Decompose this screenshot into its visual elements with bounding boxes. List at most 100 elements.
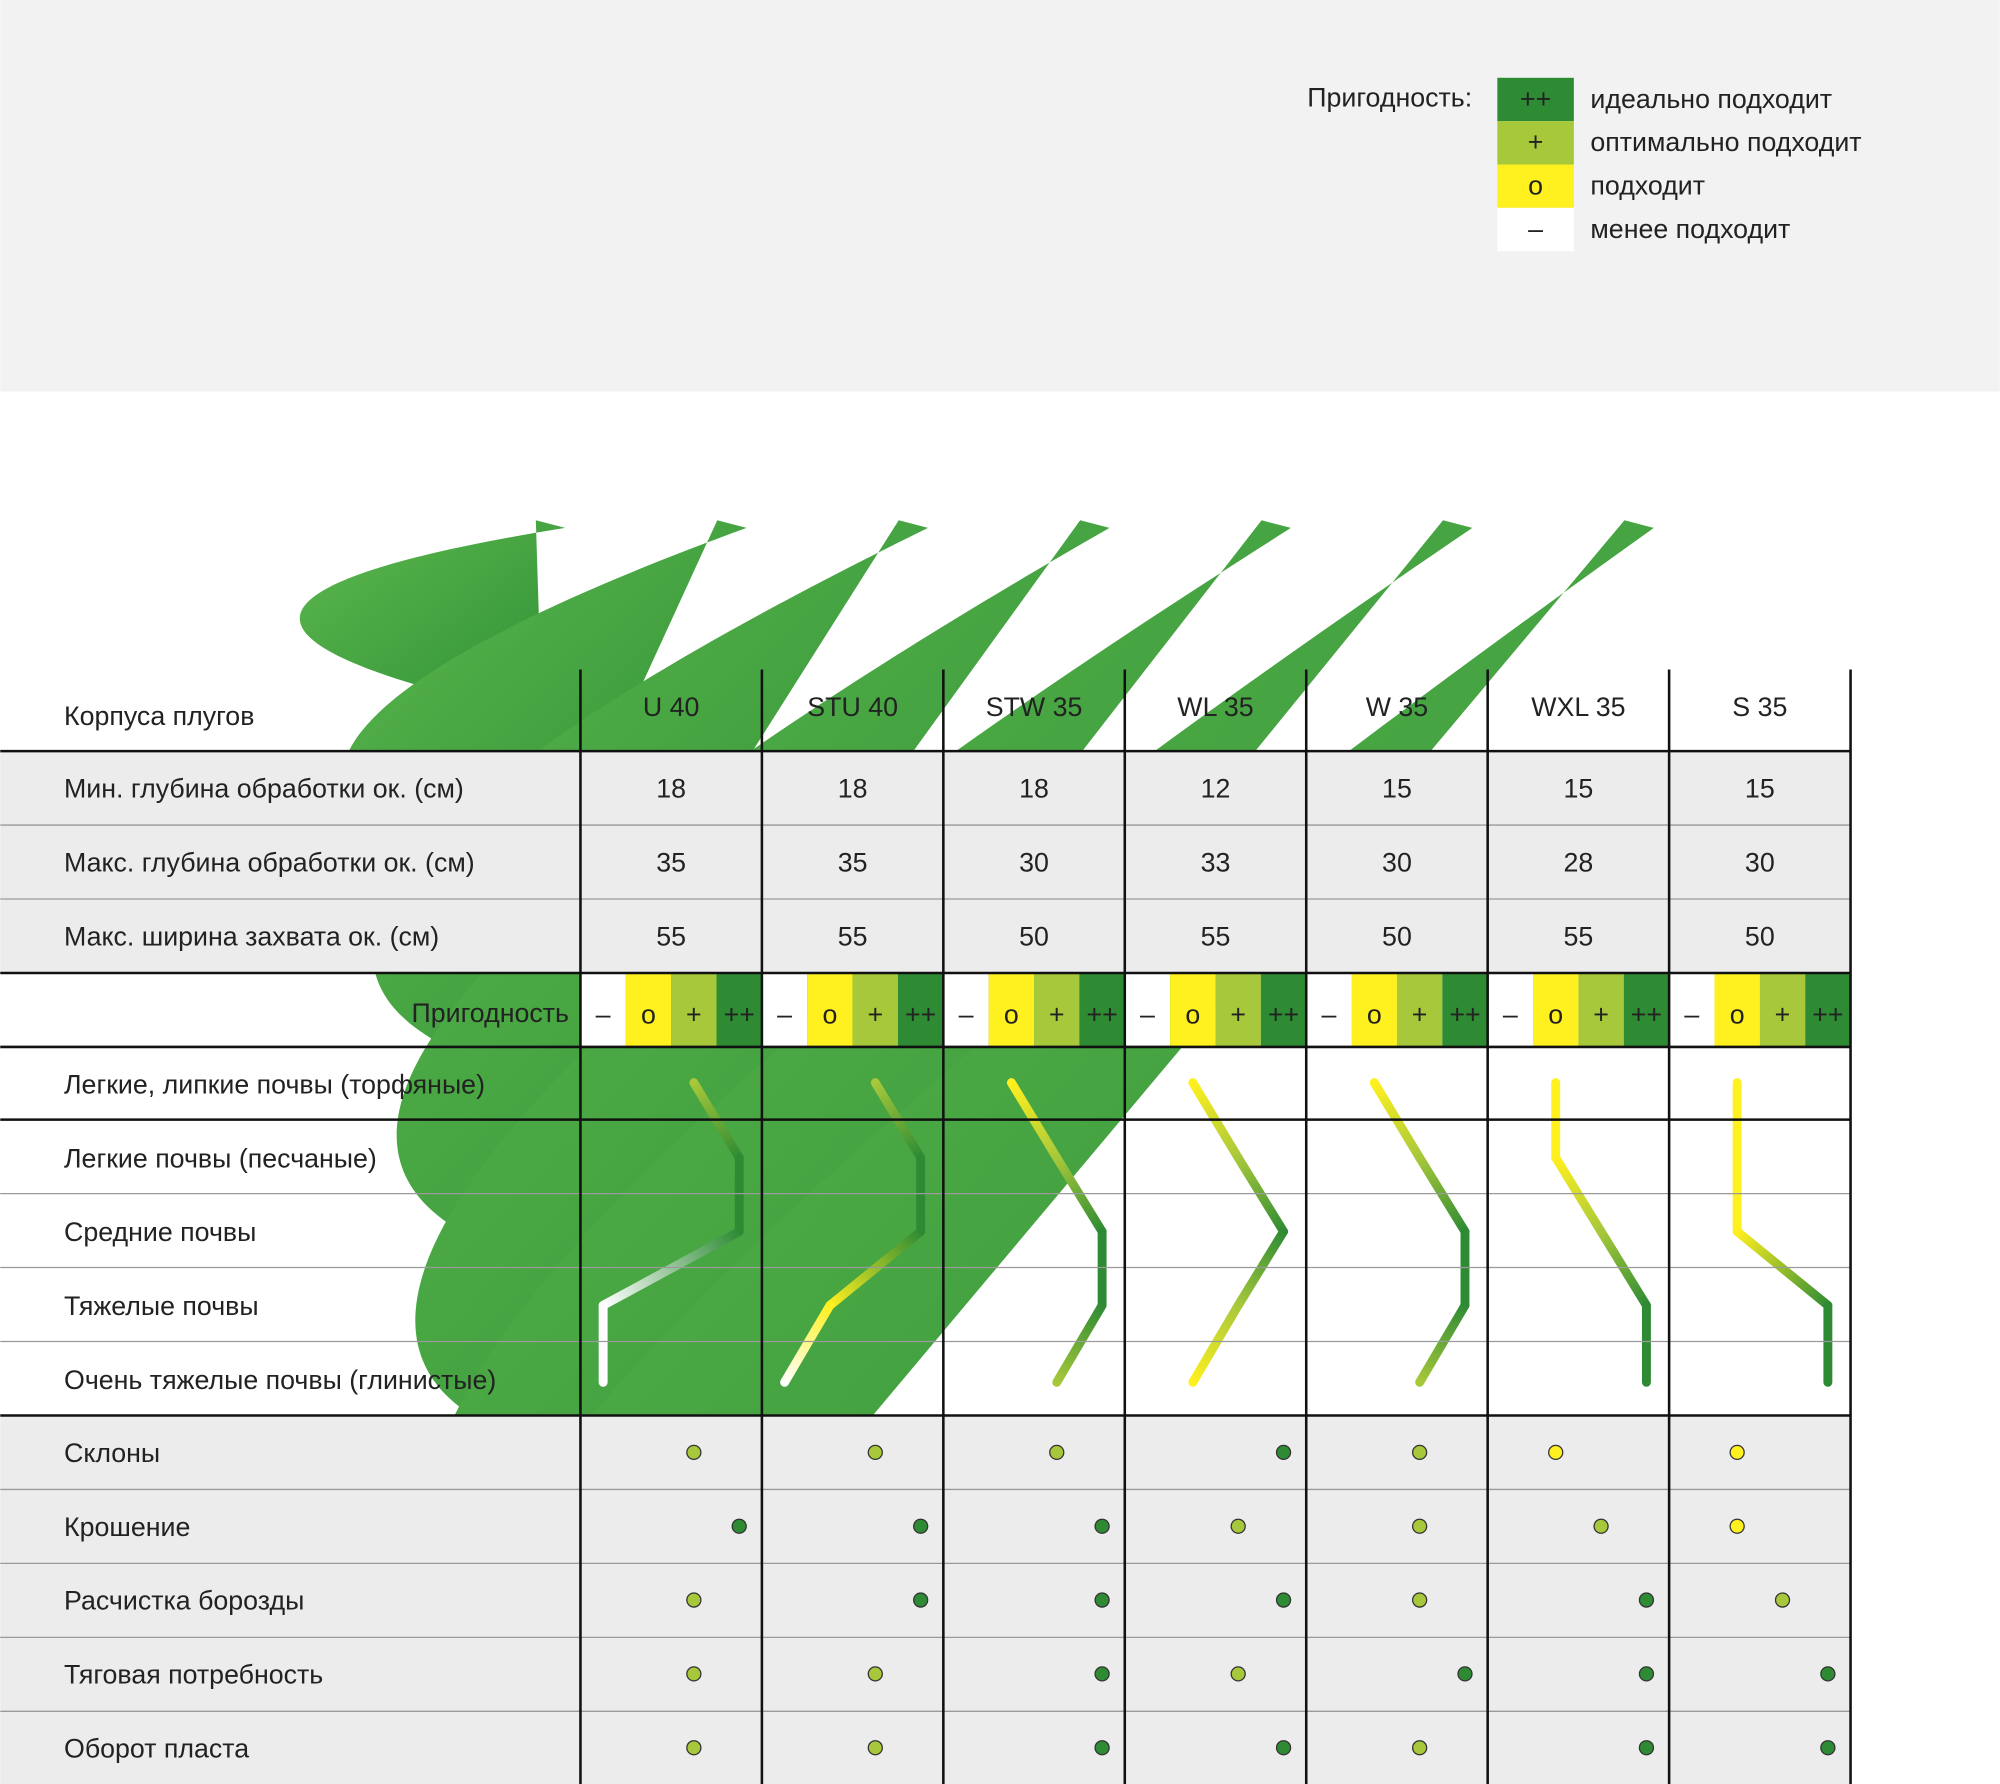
rating-dot [1729, 1518, 1745, 1534]
rating-dot [686, 1592, 702, 1608]
suitability-symbol: ++ [1812, 999, 1843, 1029]
cell-value: 18 [1019, 774, 1049, 804]
suitability-symbol: + [1230, 999, 1246, 1029]
suitability-symbol: – [596, 999, 611, 1029]
rating-dot [1094, 1592, 1110, 1608]
legend-swatch [1497, 164, 1574, 208]
suitability-cell [1578, 972, 1624, 1047]
column-header: STU 40 [807, 692, 898, 722]
row-label: Макс. глубина обработки ок. (см) [64, 847, 475, 877]
row-label: Крошение [64, 1512, 190, 1542]
rating-dot [1230, 1666, 1246, 1682]
rating-dot [1094, 1740, 1110, 1756]
row-label: Тяговая потребность [64, 1660, 323, 1690]
suitability-cell [1442, 972, 1488, 1047]
rating-dot [1275, 1592, 1292, 1608]
legend-label: менее подходит [1590, 214, 1790, 244]
cell-value: 55 [838, 921, 868, 951]
cell-value: 30 [1745, 847, 1775, 877]
suitability-cell [807, 972, 853, 1047]
cell-value: 15 [1382, 774, 1412, 804]
suitability-curve [1233, 1227, 1289, 1310]
cell-value: 55 [1201, 921, 1231, 951]
suitability-cell [1396, 972, 1443, 1047]
rating-dot [867, 1666, 883, 1682]
suitability-symbol: – [1684, 999, 1699, 1029]
rating-dot [1729, 1444, 1745, 1461]
suitability-symbol: – [777, 999, 792, 1029]
suitability-curve [1188, 1300, 1243, 1387]
suitability-cell [1034, 972, 1080, 1047]
rating-dot [731, 1518, 747, 1534]
suitability-cell [1714, 972, 1760, 1047]
suitability-symbol: – [959, 999, 974, 1029]
suitability-curve [1732, 1227, 1833, 1310]
rating-dot [867, 1740, 883, 1756]
suitability-cell [1170, 972, 1216, 1047]
suitability-symbol: – [1503, 999, 1518, 1029]
cell-value: 33 [1201, 847, 1231, 877]
cell-value: 15 [1564, 774, 1594, 804]
suitability-symbol: o [1004, 999, 1019, 1029]
suitability-cell [1306, 972, 1352, 1047]
suitability-symbol: o [1185, 999, 1200, 1029]
rating-dot [1411, 1592, 1428, 1608]
rating-dot [686, 1740, 702, 1756]
suitability-cell [1079, 972, 1125, 1047]
suitability-cell [1351, 972, 1397, 1047]
legend-symbol: – [1528, 214, 1543, 244]
legend-swatch [1497, 77, 1574, 122]
rating-dot [1457, 1666, 1473, 1682]
suitability-curve [1596, 1227, 1651, 1310]
row-label: Очень тяжелые почвы (глинистые) [64, 1365, 496, 1395]
row-label: Оборот пласта [64, 1733, 249, 1763]
suitability-symbol: ++ [724, 999, 755, 1029]
rating-dot [1094, 1518, 1110, 1534]
cell-value: 50 [1019, 921, 1049, 951]
cell-value: 15 [1745, 774, 1775, 804]
suitability-cell [625, 972, 672, 1047]
rating-dot [1411, 1518, 1428, 1534]
suitability-symbol: ++ [1449, 999, 1480, 1029]
column-header: U 40 [643, 692, 700, 722]
row-label: Склоны [64, 1438, 160, 1468]
suitability-symbol: o [1730, 999, 1745, 1029]
suitability-curve [1233, 1153, 1289, 1236]
suitability-cell [1669, 972, 1715, 1047]
row-label: Легкие, липкие почвы (торфяные) [64, 1069, 485, 1099]
cell-value: 28 [1564, 847, 1594, 877]
cell-value: 55 [1564, 921, 1594, 951]
suitability-cell [1260, 972, 1307, 1047]
cell-value: 18 [838, 774, 868, 804]
row-label: Мин. глубина обработки ок. (см) [64, 774, 464, 804]
cell-value: 50 [1745, 921, 1775, 951]
legend-label: идеально подходит [1590, 84, 1832, 114]
suitability-symbol: + [867, 999, 883, 1029]
legend-swatch [1497, 121, 1574, 165]
cell-value: 50 [1382, 921, 1412, 951]
row-label: Тяжелые почвы [64, 1291, 259, 1321]
rating-dot [913, 1518, 929, 1534]
suitability-cell [1215, 972, 1261, 1047]
suitability-curve [780, 1300, 835, 1387]
suitability-cell [716, 972, 762, 1047]
suitability-cell [1805, 972, 1851, 1047]
rating-dot [1638, 1666, 1655, 1682]
legend-symbol: o [1528, 171, 1543, 201]
suitability-symbol: + [686, 999, 702, 1029]
suitability-symbol: + [1593, 999, 1609, 1029]
rating-dot [1094, 1666, 1110, 1682]
rating-dot [1638, 1592, 1655, 1608]
suitability-cell [852, 972, 898, 1047]
rating-dot [867, 1444, 883, 1461]
rating-dot [1820, 1740, 1836, 1756]
top-band [0, 0, 2000, 392]
rating-dot [1230, 1518, 1246, 1534]
suitability-symbol: ++ [1086, 999, 1117, 1029]
rating-dot [1548, 1444, 1564, 1461]
row-label: Средние почвы [64, 1217, 256, 1247]
rating-dot [1411, 1740, 1428, 1756]
legend-swatch [1497, 207, 1574, 252]
cell-value: 35 [656, 847, 686, 877]
